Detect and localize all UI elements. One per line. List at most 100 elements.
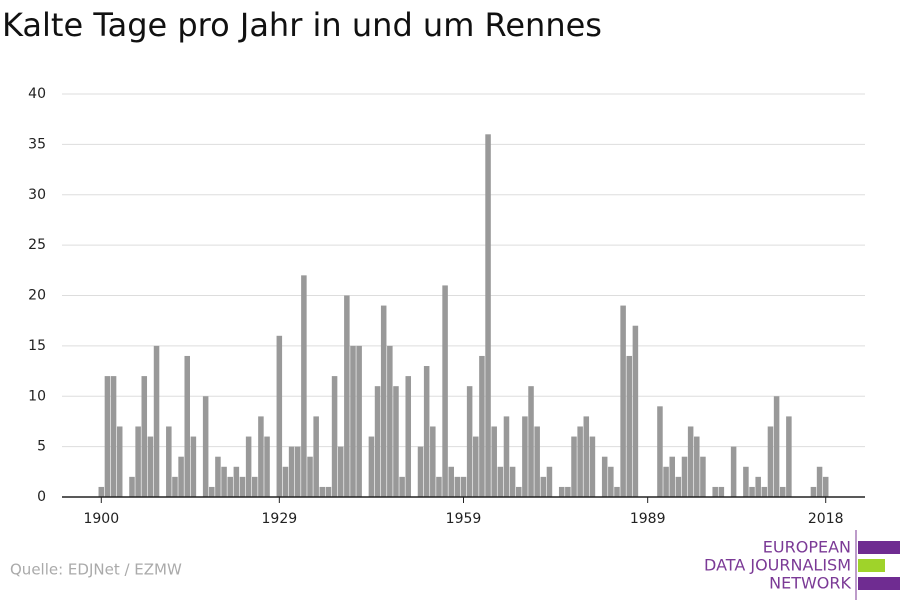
bar bbox=[436, 476, 442, 497]
logo-text: NETWORK bbox=[769, 574, 851, 593]
bar bbox=[712, 486, 718, 497]
bar bbox=[294, 446, 301, 497]
bar bbox=[767, 426, 774, 497]
bar bbox=[98, 486, 105, 497]
bar bbox=[608, 466, 614, 497]
bar bbox=[350, 345, 356, 497]
bar bbox=[110, 376, 117, 497]
bar bbox=[761, 486, 768, 497]
bar bbox=[239, 476, 246, 497]
bar bbox=[700, 456, 706, 497]
bar bbox=[344, 295, 350, 497]
bar bbox=[503, 416, 510, 497]
bar bbox=[448, 466, 454, 497]
bar bbox=[528, 386, 534, 497]
y-tick-label: 5 bbox=[37, 439, 46, 455]
bar bbox=[202, 396, 209, 497]
bar bbox=[417, 446, 424, 497]
logo-text: DATA JOURNALISM bbox=[704, 556, 851, 575]
bar bbox=[565, 486, 571, 497]
bar bbox=[331, 376, 338, 497]
bar bbox=[571, 436, 577, 497]
bar bbox=[454, 476, 461, 497]
bar bbox=[540, 476, 547, 497]
bar bbox=[632, 325, 639, 497]
logo-bar bbox=[858, 577, 900, 590]
bar bbox=[534, 426, 540, 497]
bar bbox=[190, 436, 197, 497]
bar bbox=[215, 456, 221, 497]
bar bbox=[227, 476, 233, 497]
bar bbox=[466, 386, 473, 497]
bar bbox=[264, 436, 270, 497]
bar bbox=[430, 426, 436, 497]
bar bbox=[221, 466, 227, 497]
bar bbox=[743, 466, 749, 497]
bar bbox=[822, 476, 829, 497]
bar bbox=[313, 416, 319, 497]
bar bbox=[104, 376, 111, 497]
bar bbox=[485, 134, 491, 498]
x-tick-label: 1929 bbox=[262, 511, 298, 527]
bar bbox=[687, 426, 694, 497]
bar bbox=[491, 426, 497, 497]
bar bbox=[393, 386, 399, 497]
bar bbox=[233, 466, 240, 497]
logo-bar bbox=[858, 541, 900, 554]
x-tick-label: 1900 bbox=[83, 511, 119, 527]
bar bbox=[577, 426, 583, 497]
bar bbox=[786, 416, 792, 497]
x-tick-label: 2018 bbox=[808, 511, 844, 527]
bar bbox=[620, 305, 626, 497]
bar bbox=[172, 476, 178, 497]
bar bbox=[141, 376, 148, 497]
y-tick-label: 0 bbox=[37, 489, 46, 505]
bar bbox=[178, 456, 184, 497]
bar bbox=[356, 345, 362, 497]
bar bbox=[387, 345, 393, 497]
x-tick-label: 1989 bbox=[630, 511, 666, 527]
bar bbox=[773, 396, 780, 497]
bar bbox=[589, 436, 596, 497]
bar bbox=[288, 446, 295, 497]
bar bbox=[282, 466, 289, 497]
bar bbox=[442, 285, 448, 497]
bar bbox=[258, 416, 264, 497]
logo-text: EUROPEAN bbox=[763, 538, 851, 557]
x-tick-label: 1959 bbox=[446, 511, 482, 527]
y-tick-label: 35 bbox=[28, 136, 46, 152]
bar bbox=[730, 446, 737, 497]
bar bbox=[614, 486, 620, 497]
bar bbox=[473, 436, 479, 497]
y-tick-label: 10 bbox=[28, 388, 46, 404]
bar bbox=[368, 436, 375, 497]
bar bbox=[380, 305, 387, 497]
bar bbox=[153, 345, 160, 497]
bar bbox=[399, 476, 405, 497]
y-tick-label: 40 bbox=[28, 86, 46, 102]
bar bbox=[509, 466, 516, 497]
bar bbox=[546, 466, 553, 497]
bar bbox=[301, 275, 307, 497]
bar bbox=[209, 486, 215, 497]
bar bbox=[129, 476, 135, 497]
bar bbox=[816, 466, 823, 497]
bar bbox=[749, 486, 755, 497]
bar bbox=[252, 476, 258, 497]
bar bbox=[405, 376, 412, 497]
bar bbox=[319, 486, 326, 497]
bar bbox=[479, 355, 485, 497]
y-tick-label: 25 bbox=[28, 237, 46, 253]
bar bbox=[166, 426, 172, 497]
bar bbox=[718, 486, 725, 497]
bar bbox=[325, 486, 332, 497]
y-tick-label: 20 bbox=[28, 288, 46, 304]
y-tick-label: 30 bbox=[28, 187, 46, 203]
logo-bar bbox=[858, 559, 885, 572]
bar bbox=[307, 456, 313, 497]
bar bbox=[663, 466, 669, 497]
bar bbox=[116, 426, 123, 497]
bar bbox=[135, 426, 141, 497]
y-tick-label: 15 bbox=[28, 338, 46, 354]
